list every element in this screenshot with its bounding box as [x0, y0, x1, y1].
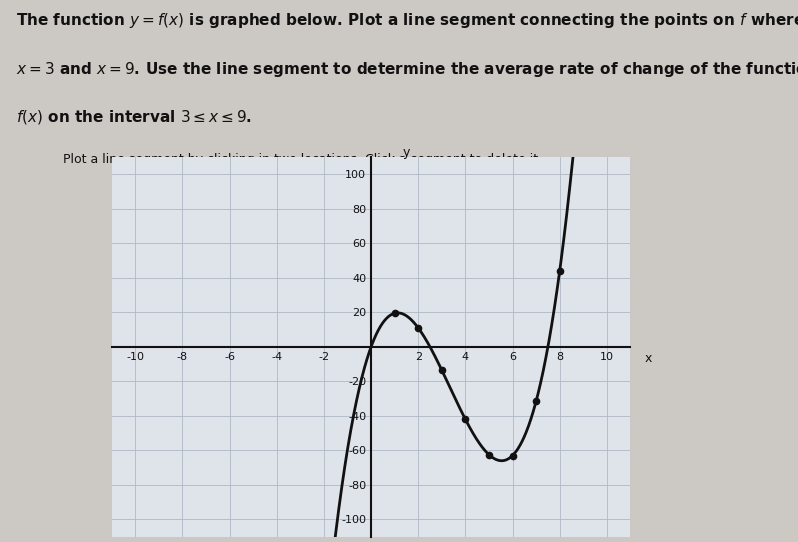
Text: x: x — [645, 352, 652, 365]
Text: $f(x)$ on the interval $3 \leq x \leq 9$.: $f(x)$ on the interval $3 \leq x \leq 9$… — [16, 108, 252, 126]
Text: $x = 3$ and $x = 9$. Use the line segment to determine the average rate of chang: $x = 3$ and $x = 9$. Use the line segmen… — [16, 60, 798, 79]
Text: The function $y = f(x)$ is graphed below. Plot a line segment connecting the poi: The function $y = f(x)$ is graphed below… — [16, 11, 798, 30]
Text: y: y — [403, 146, 410, 159]
Text: Plot a line segment by clicking in two locations. Click a segment to delete it.: Plot a line segment by clicking in two l… — [63, 153, 542, 166]
